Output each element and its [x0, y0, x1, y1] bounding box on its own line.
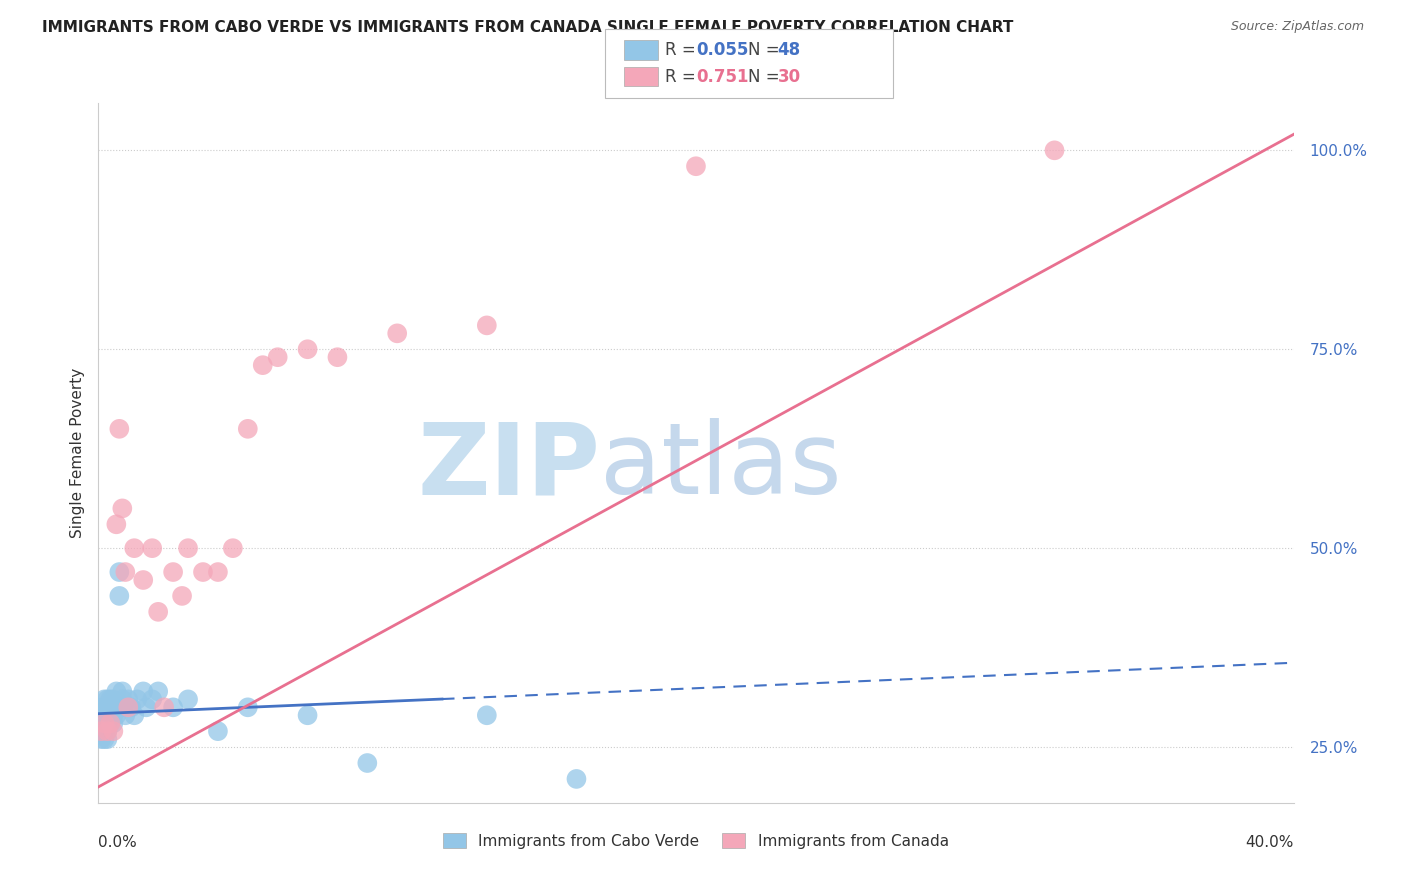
Point: [141, 692, 163, 706]
Point: [96, 732, 118, 747]
Point: [105, 517, 128, 532]
Text: R =: R =: [665, 41, 702, 59]
Point: [93, 716, 115, 731]
Legend: Immigrants from Cabo Verde, Immigrants from Canada: Immigrants from Cabo Verde, Immigrants f…: [437, 827, 955, 855]
Point: [685, 159, 707, 173]
Point: [103, 692, 125, 706]
Point: [96, 724, 118, 739]
Point: [124, 708, 146, 723]
Text: 0.751: 0.751: [696, 68, 748, 86]
Point: [105, 700, 128, 714]
Text: N =: N =: [748, 41, 785, 59]
Point: [98, 692, 122, 706]
Point: [90, 700, 112, 714]
Point: [135, 700, 157, 714]
Point: [96, 724, 118, 739]
Point: [98, 716, 122, 731]
Point: [103, 708, 125, 723]
Point: [105, 708, 128, 723]
Point: [222, 541, 245, 556]
Point: [98, 716, 122, 731]
Point: [297, 708, 319, 723]
Point: [236, 422, 259, 436]
Point: [148, 605, 170, 619]
Text: 48: 48: [778, 41, 800, 59]
Point: [111, 501, 134, 516]
Text: atlas: atlas: [600, 418, 842, 516]
Point: [98, 708, 122, 723]
Point: [93, 716, 115, 731]
Text: ZIP: ZIP: [418, 418, 600, 516]
Point: [177, 692, 200, 706]
Point: [98, 700, 122, 714]
Point: [177, 541, 200, 556]
Point: [96, 700, 118, 714]
Point: [1043, 144, 1066, 158]
Text: N =: N =: [748, 68, 785, 86]
Text: 40.0%: 40.0%: [1246, 835, 1294, 849]
Point: [172, 589, 194, 603]
Point: [326, 350, 349, 364]
Point: [93, 708, 115, 723]
Text: 0.0%: 0.0%: [98, 835, 138, 849]
Point: [108, 589, 131, 603]
Point: [103, 716, 125, 731]
Point: [475, 318, 498, 333]
Point: [191, 565, 214, 579]
Point: [132, 573, 155, 587]
Point: [108, 565, 131, 579]
Point: [90, 716, 112, 731]
Point: [93, 724, 115, 739]
Point: [120, 700, 142, 714]
Point: [207, 724, 229, 739]
Y-axis label: Single Female Poverty: Single Female Poverty: [69, 368, 84, 538]
Point: [124, 541, 146, 556]
Point: [162, 700, 184, 714]
Point: [105, 684, 128, 698]
Point: [127, 692, 149, 706]
Text: IMMIGRANTS FROM CABO VERDE VS IMMIGRANTS FROM CANADA SINGLE FEMALE POVERTY CORRE: IMMIGRANTS FROM CABO VERDE VS IMMIGRANTS…: [42, 20, 1014, 35]
Point: [93, 692, 115, 706]
Point: [93, 732, 115, 747]
Point: [141, 541, 163, 556]
Point: [207, 565, 229, 579]
Point: [148, 684, 170, 698]
Point: [565, 772, 588, 786]
Point: [385, 326, 409, 341]
Text: 30: 30: [778, 68, 800, 86]
Point: [117, 692, 139, 706]
Point: [252, 358, 274, 372]
Point: [117, 700, 139, 714]
Point: [132, 684, 155, 698]
Point: [236, 700, 259, 714]
Point: [267, 350, 290, 364]
Text: 0.055: 0.055: [696, 41, 748, 59]
Point: [90, 724, 112, 739]
Point: [153, 700, 176, 714]
Text: Source: ZipAtlas.com: Source: ZipAtlas.com: [1230, 20, 1364, 33]
Point: [96, 708, 118, 723]
Point: [90, 732, 112, 747]
Point: [103, 700, 125, 714]
Point: [111, 692, 134, 706]
Point: [114, 708, 136, 723]
Point: [96, 716, 118, 731]
Point: [297, 343, 319, 357]
Text: R =: R =: [665, 68, 702, 86]
Point: [475, 708, 498, 723]
Point: [111, 684, 134, 698]
Point: [103, 724, 125, 739]
Point: [108, 422, 131, 436]
Point: [114, 565, 136, 579]
Point: [111, 700, 134, 714]
Point: [98, 700, 122, 714]
Point: [162, 565, 184, 579]
Point: [356, 756, 378, 770]
Point: [96, 692, 118, 706]
